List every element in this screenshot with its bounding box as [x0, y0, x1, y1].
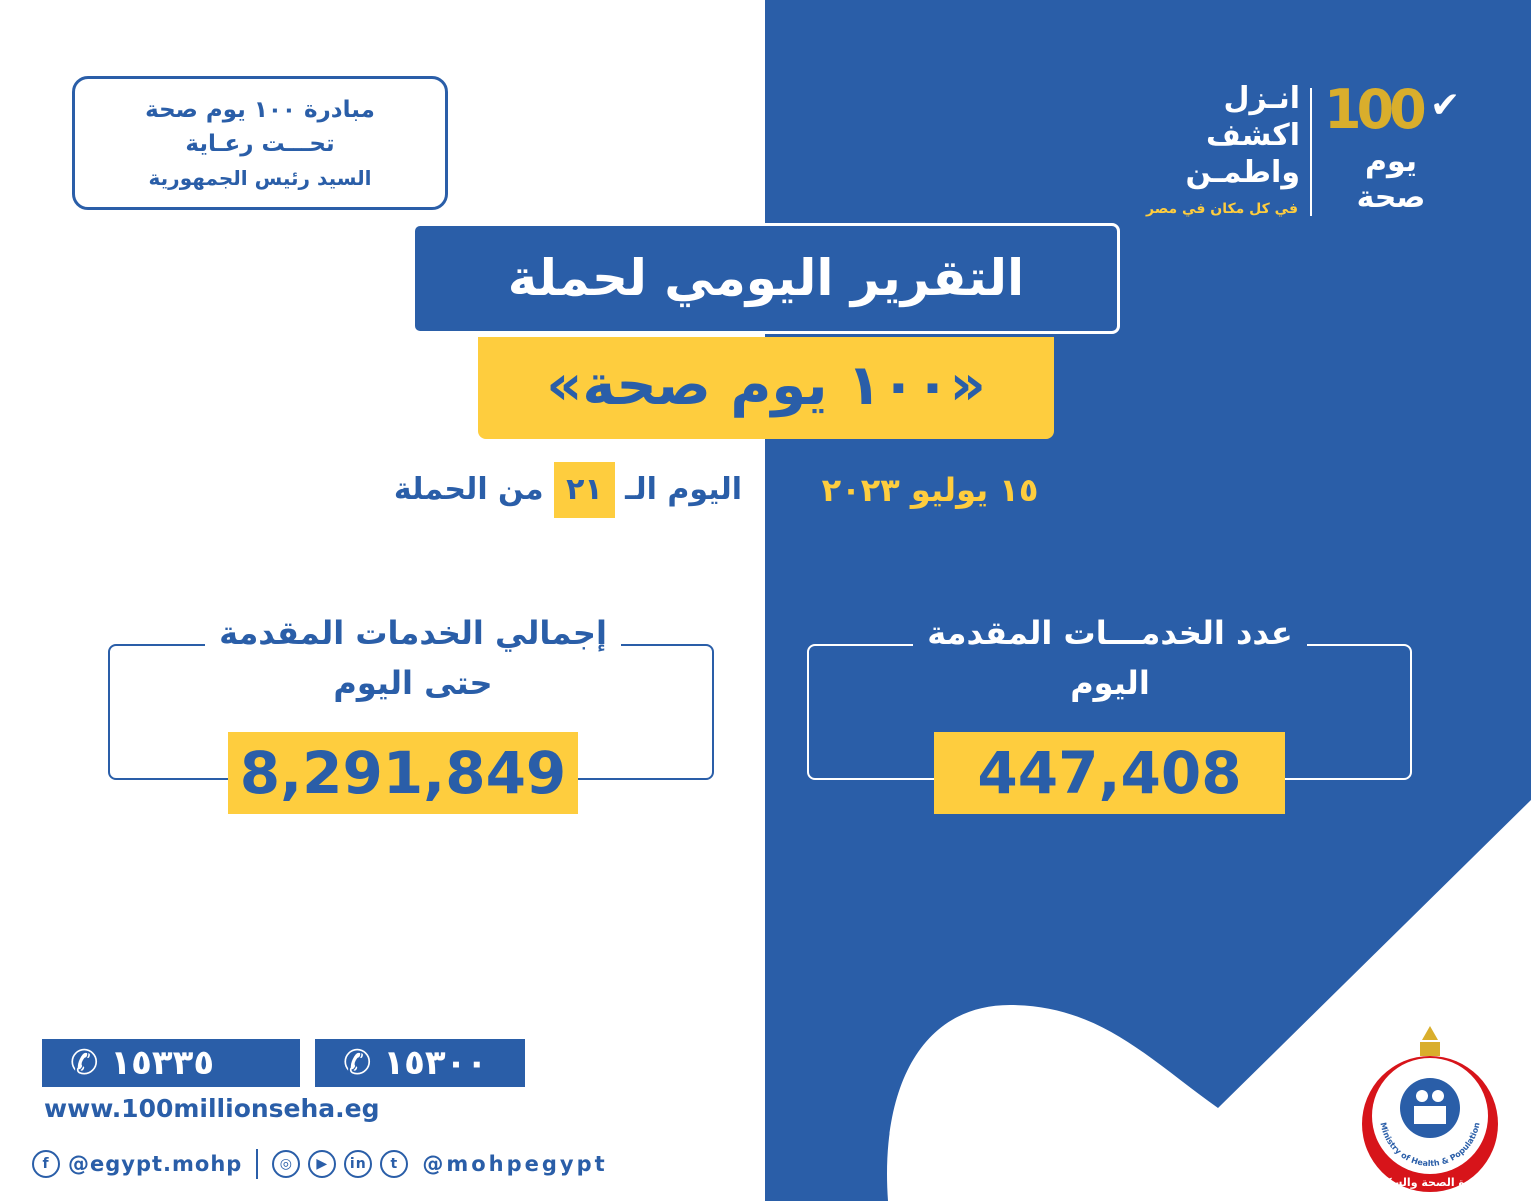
report-title: التقرير اليومي لحملة	[412, 223, 1120, 334]
social-bar: f @egypt.mohp ◎ ▶ in t @mohpegypt	[32, 1148, 608, 1180]
hotline-1[interactable]: ✆ ١٥٣٣٥	[42, 1039, 300, 1087]
slogan-line: اكشف	[1206, 118, 1300, 153]
day-prefix: اليوم الـ	[625, 472, 742, 507]
website-link[interactable]: www.100millionseha.eg	[44, 1094, 380, 1123]
eagle-emblem-icon	[1420, 1026, 1440, 1056]
initiative-box: مبادرة ١٠٠ يوم صحة تحـــت رعـاية السيد ر…	[72, 76, 448, 210]
initiative-line1: مبادرة ١٠٠ يوم صحة	[145, 97, 375, 123]
facebook-handle[interactable]: @egypt.mohp	[68, 1152, 243, 1176]
phone-icon: ✆	[70, 1043, 111, 1083]
today-services-value: 447,408	[934, 732, 1285, 814]
today-services-label: عدد الخدمـــات المقدمة اليوم	[850, 608, 1370, 708]
checkmark-icon: ✔	[1430, 85, 1461, 126]
initiative-line3: السيد رئيس الجمهورية	[148, 166, 372, 190]
label-line2: اليوم	[1070, 664, 1150, 702]
initiative-line2: تحـــت رعـاية	[185, 131, 335, 157]
twitter-icon[interactable]: t	[380, 1150, 409, 1178]
instagram-icon[interactable]: ◎	[272, 1150, 301, 1178]
logo-divider	[1310, 88, 1312, 216]
total-services-label: إجمالي الخدمات المقدمة حتى اليوم	[150, 608, 676, 708]
social-handle[interactable]: @mohpegypt	[422, 1152, 608, 1176]
hotline-number: ١٥٣٣٥	[110, 1043, 215, 1083]
logo-tagline: في كل مكان في مصر	[1146, 201, 1298, 217]
facebook-icon[interactable]: f	[32, 1150, 60, 1178]
hotline-number: ١٥٣٠٠	[383, 1043, 488, 1083]
divider	[256, 1149, 259, 1179]
slogan-line: واطمـن	[1185, 155, 1300, 190]
total-services-value: 8,291,849	[228, 732, 578, 814]
label-line1: عدد الخدمـــات المقدمة	[913, 608, 1307, 658]
campaign-subtitle: «١٠٠ يوم صحة»	[478, 337, 1054, 439]
report-date: ١٥ يوليو ٢٠٢٣	[821, 471, 1039, 509]
day-number: ٢١	[554, 462, 615, 518]
phone-icon: ✆	[343, 1043, 384, 1083]
slogan-line: انـزل	[1223, 81, 1301, 116]
ministry-emblem: Ministry of Health & Population وزارة ال…	[1362, 1026, 1498, 1192]
logo-number: 100	[1324, 78, 1427, 141]
campaign-logo: 100 ✔ يوم صحة انـزل اكشف واطمـن في كل مك…	[1140, 80, 1470, 220]
campaign-day: اليوم الـ ٢١ من الحملة	[330, 462, 742, 518]
logo-name: يوم صحة	[1356, 144, 1426, 215]
youtube-icon[interactable]: ▶	[308, 1150, 337, 1178]
ministry-name-ar: وزارة الصحة والسكان	[1372, 1176, 1489, 1189]
linkedin-icon[interactable]: in	[344, 1150, 373, 1178]
label-line1: إجمالي الخدمات المقدمة	[205, 608, 621, 658]
logo-slogan: انـزل اكشف واطمـن	[1185, 80, 1300, 191]
day-suffix: من الحملة	[393, 472, 544, 507]
label-line2: حتى اليوم	[333, 664, 493, 702]
hotline-2[interactable]: ✆ ١٥٣٠٠	[315, 1039, 525, 1087]
